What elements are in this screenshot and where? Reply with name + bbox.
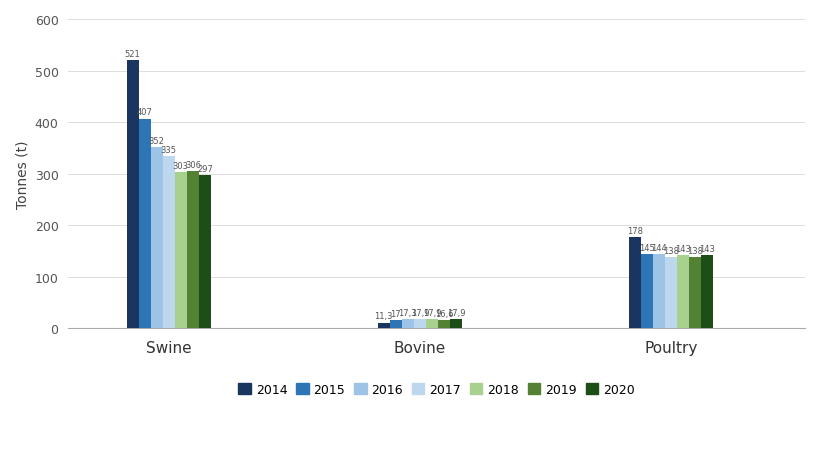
- Text: 143: 143: [699, 244, 714, 253]
- Text: 407: 407: [137, 108, 152, 117]
- Text: 11,3: 11,3: [374, 312, 392, 321]
- Bar: [688, 257, 700, 329]
- Text: 297: 297: [197, 165, 213, 174]
- Bar: [378, 323, 389, 329]
- Bar: [151, 147, 162, 329]
- Bar: [126, 61, 138, 329]
- Text: 352: 352: [148, 136, 165, 146]
- Text: 143: 143: [674, 244, 690, 253]
- Text: 306: 306: [184, 160, 201, 169]
- Text: 138: 138: [663, 246, 678, 256]
- Bar: [187, 171, 199, 329]
- Bar: [425, 319, 437, 329]
- Y-axis label: Tonnes (t): Tonnes (t): [15, 140, 29, 208]
- Text: 138: 138: [686, 246, 703, 256]
- Bar: [401, 320, 414, 329]
- Bar: [437, 320, 450, 329]
- Text: 17,9: 17,9: [422, 308, 441, 317]
- Bar: [414, 319, 425, 329]
- Text: 145: 145: [638, 243, 654, 252]
- Bar: [640, 254, 652, 329]
- Bar: [138, 119, 151, 329]
- Bar: [700, 255, 713, 329]
- Bar: [389, 320, 401, 329]
- Text: 16,6: 16,6: [434, 309, 453, 318]
- Text: 335: 335: [161, 145, 177, 154]
- Text: 521: 521: [124, 50, 140, 59]
- Bar: [174, 173, 187, 329]
- Bar: [664, 257, 676, 329]
- Text: 178: 178: [626, 226, 642, 235]
- Bar: [199, 176, 210, 329]
- Text: 17,9: 17,9: [410, 308, 428, 317]
- Bar: [652, 255, 664, 329]
- Bar: [450, 319, 462, 329]
- Bar: [676, 255, 688, 329]
- Text: 17: 17: [390, 309, 400, 318]
- Text: 303: 303: [173, 162, 188, 171]
- Legend: 2014, 2015, 2016, 2017, 2018, 2019, 2020: 2014, 2015, 2016, 2017, 2018, 2019, 2020: [233, 378, 640, 401]
- Text: 144: 144: [650, 244, 666, 252]
- Text: 17,9: 17,9: [446, 308, 464, 317]
- Bar: [162, 157, 174, 329]
- Bar: [628, 237, 640, 329]
- Text: 17,3: 17,3: [398, 309, 417, 318]
